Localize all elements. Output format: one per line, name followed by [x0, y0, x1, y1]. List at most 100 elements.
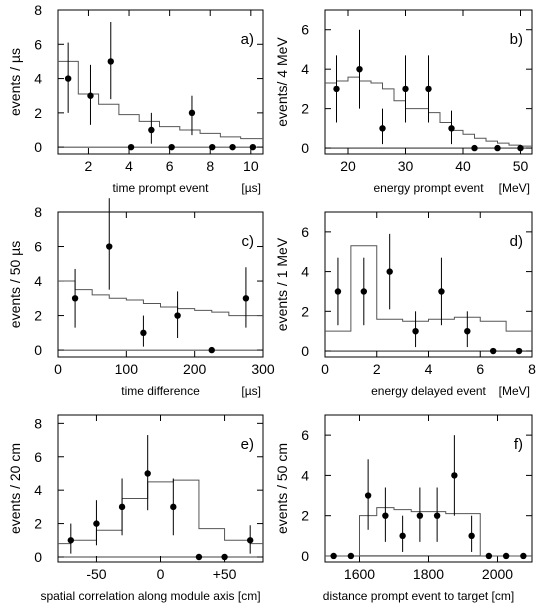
panel-c: 0 100 200 300 0 2 4 6 8 c) events / 50 µs time diff…: [7, 198, 275, 398]
expectation-histogram: [58, 60, 263, 140]
x-tick-label: 1600: [344, 566, 375, 582]
x-tick-label: 100: [115, 361, 139, 377]
data-point: [107, 58, 114, 65]
data-point: [330, 552, 337, 560]
y-tick-label: 6: [301, 22, 309, 38]
data-point: [382, 512, 389, 519]
panel-f: 1600 1800 2000 0 2 4 6 f) events / 50 cm distance…: [274, 414, 533, 603]
data-point: [379, 125, 386, 132]
y-tick-label: 6: [34, 239, 42, 255]
data-point: [399, 532, 406, 540]
data-point: [386, 268, 393, 275]
data-point: [334, 288, 342, 295]
data-point: [188, 109, 196, 117]
x-tick-label: -50: [86, 566, 106, 582]
data-point: [174, 312, 181, 319]
y-tick-label: 6: [34, 449, 42, 465]
plot-frame: [57, 211, 264, 358]
plot-frame: [57, 9, 264, 155]
panel-label: c): [242, 233, 255, 250]
y-tick-label: 2: [34, 105, 42, 121]
expectation-histogram: [325, 245, 532, 332]
expectation-histogram: [58, 280, 263, 317]
data-point: [438, 288, 445, 295]
x-axis-label: energy prompt event: [373, 181, 484, 195]
y-tick-label: 2: [34, 308, 42, 324]
x-tick-label: 200: [183, 361, 207, 377]
plot-frame: [324, 9, 533, 155]
data-point: [448, 125, 455, 132]
x-axis-unit: [µs]: [241, 384, 261, 398]
x-tick-label: 8: [528, 361, 536, 377]
y-tick-label: 0: [301, 343, 309, 359]
data-point: [168, 143, 175, 151]
data-point: [229, 143, 236, 151]
data-point: [502, 552, 510, 560]
data-point: [425, 85, 432, 93]
data-point: [471, 144, 478, 152]
data-point: [468, 532, 475, 540]
y-tick-label: 4: [301, 467, 309, 483]
data-point: [402, 85, 409, 93]
x-tick-label: 20: [340, 158, 356, 174]
y-tick-label: 0: [34, 342, 42, 358]
x-axis-label: energy delayed event: [371, 384, 486, 398]
data-point: [517, 144, 524, 152]
data-point: [71, 295, 79, 302]
data-point: [127, 143, 135, 151]
x-tick-label: 6: [166, 158, 174, 174]
y-axis-label: events / 1 MeV: [274, 237, 290, 331]
panel-e: -50 0 +50 0 2 4 6 8 e) events / 20 cm spatial corr…: [7, 414, 264, 603]
expectation-histogram: [58, 479, 263, 545]
x-axis-unit: [µs]: [241, 181, 261, 195]
x-axis-label: spatial correlation along module axis [c…: [40, 589, 260, 603]
data-point: [242, 295, 250, 302]
x-tick-label: 40: [455, 158, 471, 174]
y-tick-label: 0: [301, 548, 309, 564]
x-tick-label: 8: [206, 158, 214, 174]
y-tick-label: 2: [301, 303, 309, 319]
data-point: [464, 327, 471, 335]
data-point: [520, 552, 527, 560]
y-tick-label: 2: [34, 516, 42, 532]
x-tick-label: +50: [213, 566, 237, 582]
panel-label: e): [241, 436, 254, 453]
x-axis-label: time prompt event: [112, 181, 209, 195]
data-point: [249, 143, 257, 151]
data-point: [489, 347, 497, 355]
x-tick-label: 50: [513, 158, 529, 174]
y-tick-label: 0: [301, 140, 309, 156]
y-tick-label: 6: [301, 427, 309, 443]
y-axis-label: events/ 4 MeV: [274, 37, 290, 127]
y-tick-label: 0: [34, 139, 42, 155]
y-tick-label: 0: [34, 549, 42, 565]
data-point: [515, 347, 523, 355]
data-point: [416, 512, 424, 519]
y-axis-label: events / µs: [7, 48, 23, 116]
data-point: [209, 143, 216, 151]
y-tick-label: 2: [301, 508, 309, 524]
x-tick-label: 4: [425, 361, 433, 377]
x-axis-label: time difference: [121, 384, 200, 398]
panel-label: d): [510, 233, 523, 250]
x-axis-unit: [MeV]: [499, 384, 530, 398]
x-tick-label: 300: [251, 361, 275, 377]
plot-frame: [324, 211, 533, 358]
data-point: [364, 492, 372, 499]
y-tick-label: 2: [301, 101, 309, 117]
data-point: [144, 470, 151, 477]
y-tick-label: 4: [34, 273, 42, 289]
data-point: [170, 503, 177, 511]
x-tick-label: 0: [54, 361, 62, 377]
data-point: [106, 243, 113, 250]
y-tick-label: 6: [34, 36, 42, 52]
plot-frame: [324, 414, 533, 563]
data-point: [451, 472, 458, 479]
x-axis-label: distance prompt event to target [cm]: [323, 589, 514, 603]
data-point: [356, 65, 363, 73]
data-point: [246, 537, 254, 544]
panel-d: 0 2 4 6 8 0 2 4 6 d) events / 1 MeV energy delayed …: [274, 211, 536, 398]
y-axis-label: events / 50 µs: [7, 241, 23, 328]
y-tick-label: 4: [301, 61, 309, 77]
data-point: [67, 537, 75, 544]
